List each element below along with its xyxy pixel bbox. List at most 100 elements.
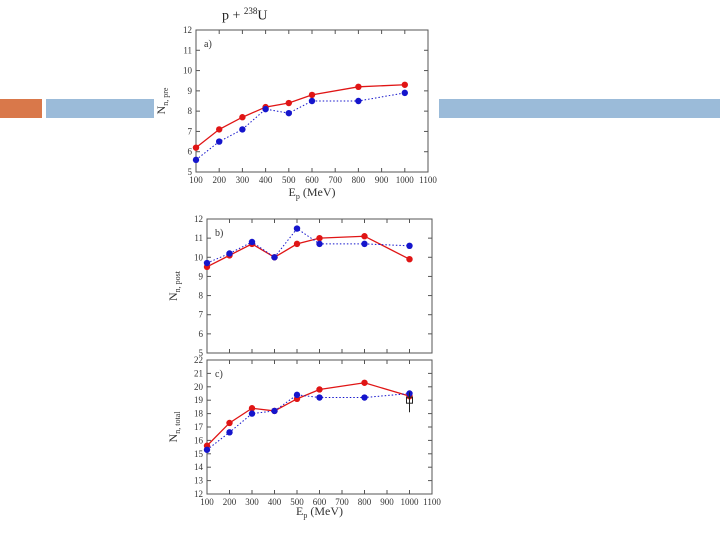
data-point-red	[226, 419, 233, 427]
y-tick-label: 18	[194, 409, 204, 419]
y-axis-label: Nn, pre	[154, 87, 170, 114]
x-tick-label: 1100	[423, 497, 441, 507]
x-tick-label: 400	[259, 175, 273, 185]
data-point-red	[406, 256, 413, 263]
y-tick-label: 12	[194, 214, 203, 224]
x-tick-label: 200	[223, 497, 237, 507]
data-point-red	[355, 83, 362, 91]
series-line-red	[206, 382, 410, 447]
y-tick-label: 17	[194, 422, 204, 432]
data-point-blue	[355, 97, 362, 105]
x-tick-label: 1100	[419, 175, 437, 185]
data-point-red	[308, 91, 316, 99]
y-tick-label: 5	[188, 167, 193, 177]
data-point-blue	[271, 254, 278, 261]
slide-accent-blue-bar-left	[46, 99, 154, 118]
x-tick-label: 300	[236, 175, 250, 185]
data-point-blue	[226, 250, 233, 257]
y-tick-label: 10	[194, 252, 204, 262]
data-point-red	[192, 144, 200, 151]
y-tick-label: 16	[194, 435, 204, 445]
x-tick-label: 800	[352, 175, 366, 185]
data-point-blue	[361, 240, 368, 248]
panel-label: c)	[215, 369, 223, 380]
y-tick-label: 19	[194, 395, 204, 405]
data-point-red	[316, 234, 323, 242]
plot-frame-3	[206, 359, 433, 495]
series-line-blue	[195, 92, 405, 161]
panel-label: b)	[215, 228, 223, 239]
y-tick-label: 9	[188, 86, 193, 96]
data-point-red	[248, 405, 256, 412]
x-tick-label: 1000	[396, 175, 415, 185]
y-tick-label: 22	[194, 355, 203, 365]
data-point-blue	[293, 391, 301, 399]
slide-accent-orange-bar	[0, 99, 42, 118]
data-point-blue	[203, 446, 211, 453]
y-tick-label: 10	[183, 66, 193, 76]
data-point-blue	[203, 259, 211, 267]
x-tick-label: 700	[328, 175, 342, 185]
series-line-blue	[206, 227, 410, 264]
data-point-red	[401, 81, 408, 88]
x-axis-label: Ep (MeV)	[296, 504, 343, 520]
x-tick-label: 1000	[401, 497, 420, 507]
y-tick-label: 21	[194, 368, 203, 378]
y-tick-label: 12	[183, 25, 192, 35]
data-point-blue	[361, 394, 368, 401]
x-tick-label: 400	[268, 497, 282, 507]
x-tick-label: 100	[200, 497, 214, 507]
x-tick-label: 100	[189, 175, 203, 185]
y-tick-label: 8	[199, 291, 204, 301]
data-point-red	[361, 379, 368, 386]
data-point-blue	[316, 240, 323, 248]
data-point-red	[216, 126, 223, 133]
data-point-red	[316, 386, 323, 393]
data-point-blue	[226, 429, 233, 436]
y-tick-label: 15	[194, 449, 204, 459]
x-tick-label: 300	[245, 497, 259, 507]
data-point-blue	[293, 225, 301, 232]
series-line-red	[206, 235, 410, 268]
y-tick-label: 8	[188, 106, 193, 116]
data-point-blue	[401, 89, 408, 97]
title-main: p +	[222, 8, 244, 24]
y-tick-label: 11	[183, 45, 192, 55]
x-tick-label: 800	[358, 497, 372, 507]
x-tick-label: 600	[313, 497, 327, 507]
x-tick-label: 900	[375, 175, 389, 185]
x-tick-label: 700	[335, 497, 349, 507]
data-point-blue	[192, 156, 200, 164]
figure-title: p + 238U	[222, 6, 268, 25]
y-tick-label: 6	[199, 329, 204, 339]
data-point-red	[293, 240, 301, 248]
x-axis-label: Ep (MeV)	[289, 185, 336, 201]
title-element: U	[257, 8, 268, 24]
y-axis-label: Nn, post	[166, 270, 182, 301]
slide-accent-blue-bar-right	[439, 99, 720, 118]
y-tick-label: 7	[188, 126, 193, 136]
x-tick-label: 900	[380, 497, 394, 507]
data-point-blue	[285, 109, 292, 117]
x-tick-label: 500	[290, 497, 304, 507]
series-line-blue	[206, 393, 410, 451]
data-point-blue	[248, 238, 256, 246]
data-point-red	[361, 233, 368, 240]
data-point-blue	[316, 394, 323, 401]
x-tick-label: 600	[305, 175, 319, 185]
y-tick-label: 7	[199, 310, 204, 320]
data-point-blue	[216, 138, 223, 145]
x-tick-label: 200	[212, 175, 226, 185]
title-mass-number: 238	[243, 6, 258, 16]
y-tick-label: 11	[194, 233, 203, 243]
y-tick-label: 13	[194, 476, 204, 486]
y-tick-label: 14	[194, 462, 204, 472]
data-point-blue	[406, 242, 413, 249]
series-line-red	[195, 84, 405, 149]
data-point-blue	[248, 410, 256, 417]
data-point-red	[239, 114, 246, 121]
y-tick-label: 20	[194, 382, 204, 392]
y-tick-label: 6	[188, 147, 193, 157]
x-tick-label: 500	[282, 175, 296, 185]
